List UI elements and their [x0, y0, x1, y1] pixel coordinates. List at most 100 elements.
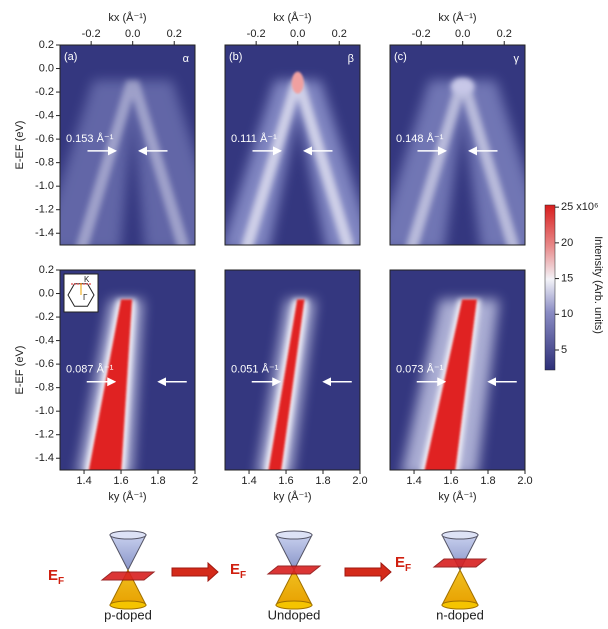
x-tick-label: 1.8 — [315, 475, 330, 487]
upper-cone-top — [442, 531, 478, 539]
ef-sub: F — [240, 570, 246, 581]
ef-sub: F — [58, 576, 64, 587]
colorbar-ramp — [545, 205, 555, 370]
y-tick-label: -1.4 — [35, 452, 54, 464]
x-tick-label: 2 — [192, 475, 198, 487]
fermi-plane — [434, 559, 486, 567]
y-tick-label: -0.6 — [35, 133, 54, 145]
ef-sub: F — [405, 563, 411, 574]
arrow — [172, 563, 218, 581]
cone-diagram: EFp-doped — [48, 531, 154, 622]
upper-cone — [276, 535, 312, 570]
x-tick-label: 1.4 — [406, 475, 421, 487]
upper-cone — [110, 535, 146, 570]
x-tick-label: 1.6 — [113, 475, 128, 487]
x-axis-label: kx (Å⁻¹) — [108, 11, 146, 24]
x-tick-label: -0.2 — [247, 28, 266, 40]
colorbar-tick-label: 25 x10⁶ — [561, 201, 599, 213]
x-tick-label: 1.4 — [76, 475, 91, 487]
inset-label: K — [84, 275, 90, 284]
x-tick-label: 1.4 — [241, 475, 256, 487]
x-axis-label: kx (Å⁻¹) — [273, 11, 311, 24]
ef-label: EF — [48, 567, 64, 587]
ef-main: E — [395, 554, 405, 571]
y-tick-label: -0.4 — [35, 109, 54, 121]
panel: (a) α 0.153 Å⁻¹ -0.2 0.0 0.2 kx (Å⁻¹) 0.2 0.0 -0.… — [14, 11, 226, 251]
ef-main: E — [48, 567, 58, 584]
panel-label: (a) — [64, 51, 77, 63]
x-axis-label: ky (Å⁻¹) — [438, 490, 476, 503]
x-axis-label: kx (Å⁻¹) — [438, 11, 476, 24]
x-tick-label: -0.2 — [82, 28, 101, 40]
panel-greek: γ — [514, 53, 520, 65]
y-tick-label: -1.0 — [35, 405, 54, 417]
x-tick-label: 0.0 — [455, 28, 470, 40]
inset-label: Γ — [83, 293, 88, 302]
colorbar: 5 10 15 20 25 x10⁶ Intensity (Arb. units) — [545, 201, 604, 370]
hot-spot — [292, 72, 304, 94]
panel-label: (c) — [394, 51, 407, 63]
width-label: 0.111 Å⁻¹ — [231, 132, 277, 145]
panel-greek: β — [348, 53, 354, 65]
x-tick-label: 1.6 — [443, 475, 458, 487]
x-tick-label: 1.6 — [278, 475, 293, 487]
width-label: 0.051 Å⁻¹ — [231, 363, 279, 376]
y-tick-label: -1.2 — [35, 204, 54, 216]
y-tick-label: -0.6 — [35, 358, 54, 370]
y-tick-label: -1.4 — [35, 227, 54, 239]
upper-cone-top — [110, 531, 146, 539]
panels: (a) α 0.153 Å⁻¹ -0.2 0.0 0.2 kx (Å⁻¹) 0.2 0.0 -0.… — [14, 11, 604, 503]
doping-label: n-doped — [436, 607, 484, 622]
hot-spot — [451, 78, 475, 94]
width-label: 0.153 Å⁻¹ — [66, 132, 114, 145]
y-axis-label: E-EF (eV) — [14, 121, 26, 170]
y-tick-label: 0.0 — [39, 62, 54, 74]
y-tick-label: 0.2 — [39, 264, 54, 276]
y-tick-label: -1.0 — [35, 180, 54, 192]
y-tick-label: 0.2 — [39, 39, 54, 51]
width-label: 0.073 Å⁻¹ — [396, 363, 444, 376]
width-label: 0.087 Å⁻¹ — [66, 363, 114, 376]
width-label: 0.148 Å⁻¹ — [396, 132, 444, 145]
figure: (a) α 0.153 Å⁻¹ -0.2 0.0 0.2 kx (Å⁻¹) 0.2 0.0 -0.… — [0, 0, 608, 624]
panel-greek: α — [183, 53, 190, 65]
ef-label: EF — [230, 561, 246, 581]
colorbar-tick-label: 20 — [561, 237, 573, 249]
y-tick-label: -0.8 — [35, 157, 54, 169]
x-tick-label: 0.0 — [125, 28, 140, 40]
cone-diagram: EFUndoped — [230, 531, 320, 622]
y-tick-label: -0.2 — [35, 86, 54, 98]
panel: 0.073 Å⁻¹ 1.4 1.6 1.8 2.0 ky (Å⁻¹) — [390, 270, 533, 503]
x-tick-label: 1.8 — [480, 475, 495, 487]
colorbar-tick-label: 10 — [561, 308, 573, 320]
x-tick-label: 0.2 — [332, 28, 347, 40]
fermi-plane — [102, 572, 154, 580]
fermi-plane — [268, 566, 320, 574]
ef-main: E — [230, 561, 240, 578]
y-tick-label: -0.8 — [35, 382, 54, 394]
x-axis-label: ky (Å⁻¹) — [108, 490, 146, 503]
panel-label: (b) — [229, 51, 242, 63]
x-tick-label: 2.0 — [352, 475, 367, 487]
panel: 0.051 Å⁻¹ 1.4 1.6 1.8 2.0 ky (Å⁻¹) — [225, 270, 368, 503]
x-tick-label: 0.0 — [290, 28, 305, 40]
lower-cone — [276, 570, 312, 605]
doping-label: p-doped — [104, 607, 152, 622]
colorbar-label: Intensity (Arb. units) — [592, 236, 604, 334]
ef-label: EF — [395, 554, 411, 574]
arrow — [345, 563, 391, 581]
panel: KΓ 0.087 Å⁻¹ 1.4 1.6 1.8 2 ky (Å⁻¹) 0.2 0.0 -0.2 -… — [14, 264, 198, 503]
x-tick-label: 1.8 — [150, 475, 165, 487]
y-axis-label: E-EF (eV) — [14, 346, 26, 395]
colorbar-tick-label: 5 — [561, 344, 567, 356]
y-tick-label: 0.0 — [39, 287, 54, 299]
x-axis-label: ky (Å⁻¹) — [273, 490, 311, 503]
upper-cone-top — [276, 531, 312, 539]
x-tick-label: 2.0 — [517, 475, 532, 487]
colorbar-tick-label: 15 — [561, 272, 573, 284]
x-tick-label: 0.2 — [167, 28, 182, 40]
y-tick-label: -0.2 — [35, 311, 54, 323]
panel: (b) β 0.111 Å⁻¹ -0.2 0.0 0.2 kx (Å⁻¹) — [221, 11, 375, 251]
